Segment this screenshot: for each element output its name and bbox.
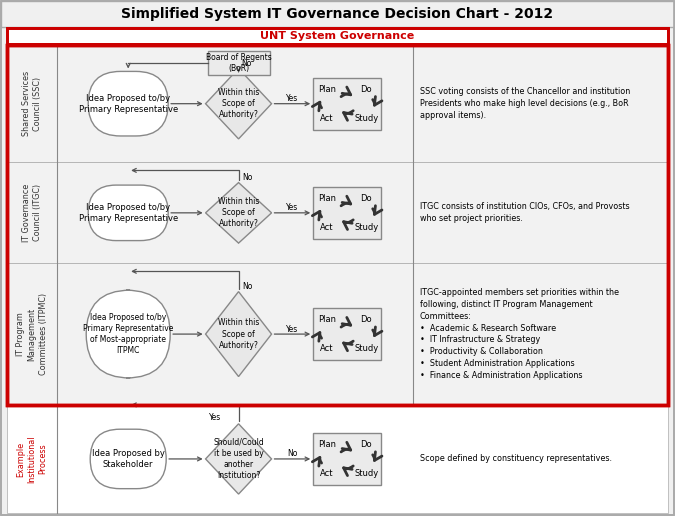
Bar [313, 308, 381, 360]
Text: Act: Act [320, 223, 333, 232]
Text: Within this
Scope of
Authority?: Within this Scope of Authority? [218, 88, 259, 119]
Text: IT Program
Management
Committees (ITPMC): IT Program Management Committees (ITPMC) [16, 293, 48, 375]
Bar [313, 78, 381, 130]
Text: ITGC-appointed members set priorities within the
following, distinct IT Program : ITGC-appointed members set priorities wi… [420, 288, 619, 380]
Text: Board of Regents
(BoR): Board of Regents (BoR) [206, 53, 271, 73]
Text: Do: Do [360, 440, 372, 449]
Text: Within this
Scope of
Authority?: Within this Scope of Authority? [218, 318, 259, 350]
Text: Study: Study [354, 344, 378, 353]
Text: Yes: Yes [209, 413, 221, 422]
Text: SSC voting consists of the Chancellor and institution
Presidents who make high l: SSC voting consists of the Chancellor an… [420, 87, 630, 120]
Text: Idea Proposed by
Stakeholder: Idea Proposed by Stakeholder [92, 449, 165, 469]
Bar [313, 187, 381, 239]
Text: No: No [242, 282, 252, 291]
Text: No: No [242, 59, 252, 68]
Text: Yes: Yes [286, 203, 298, 213]
Text: Plan: Plan [318, 440, 335, 449]
Text: Plan: Plan [318, 315, 335, 324]
Text: Act: Act [320, 344, 333, 353]
Polygon shape [206, 183, 271, 243]
FancyBboxPatch shape [88, 71, 168, 136]
FancyBboxPatch shape [86, 290, 170, 378]
Polygon shape [206, 292, 271, 377]
Polygon shape [206, 424, 271, 494]
Text: Do: Do [360, 194, 372, 203]
Text: Study: Study [354, 114, 378, 123]
Text: Idea Proposed to/by
Primary Representative: Idea Proposed to/by Primary Representati… [78, 93, 178, 114]
Text: Do: Do [360, 315, 372, 324]
Text: UNT System Governance: UNT System Governance [261, 31, 414, 41]
Text: Example
Institutional
Process: Example Institutional Process [16, 435, 48, 482]
FancyBboxPatch shape [88, 185, 168, 240]
Text: Yes: Yes [286, 94, 298, 103]
Text: Study: Study [354, 469, 378, 478]
Text: Act: Act [320, 114, 333, 123]
Bar [7, 45, 668, 405]
Text: Study: Study [354, 223, 378, 232]
Text: No: No [242, 173, 252, 182]
Text: IT Governance
Council (ITGC): IT Governance Council (ITGC) [22, 184, 42, 242]
Bar [7, 405, 668, 513]
Text: Within this
Scope of
Authority?: Within this Scope of Authority? [218, 197, 259, 229]
Bar [7, 45, 668, 163]
Bar [1, 1, 674, 27]
Text: Idea Proposed to/by
Primary Representative: Idea Proposed to/by Primary Representati… [78, 203, 178, 223]
Text: Simplified System IT Governance Decision Chart - 2012: Simplified System IT Governance Decision… [122, 7, 554, 21]
Text: Scope defined by constituency representatives.: Scope defined by constituency representa… [420, 455, 612, 463]
Text: Should/Could
it be used by
another
Institution?: Should/Could it be used by another Insti… [213, 438, 264, 480]
Bar [7, 263, 668, 405]
Bar [7, 28, 668, 44]
Text: No: No [287, 449, 298, 458]
Text: Act: Act [320, 469, 333, 478]
Text: Idea Proposed to/by
Primary Representative
of Most-appropriate
ITPMC: Idea Proposed to/by Primary Representati… [83, 313, 173, 355]
Text: Yes: Yes [286, 325, 298, 333]
Text: Plan: Plan [318, 194, 335, 203]
Text: Plan: Plan [318, 85, 335, 93]
Polygon shape [206, 69, 271, 139]
Text: ITGC consists of institution CIOs, CFOs, and Provosts
who set project priorities: ITGC consists of institution CIOs, CFOs,… [420, 202, 630, 223]
Bar [7, 45, 668, 405]
Bar [7, 163, 668, 263]
Bar [313, 433, 381, 485]
Text: Do: Do [360, 85, 372, 93]
FancyBboxPatch shape [90, 429, 166, 489]
Bar [207, 51, 269, 75]
Text: Shared Services
Council (SSC): Shared Services Council (SSC) [22, 71, 42, 136]
Bar [7, 28, 668, 44]
